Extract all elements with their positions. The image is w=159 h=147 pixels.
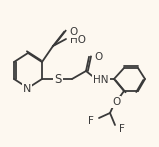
Text: O: O: [112, 97, 120, 107]
Text: HN: HN: [93, 75, 109, 85]
Text: O: O: [69, 27, 77, 37]
Text: N: N: [23, 84, 31, 94]
Text: S: S: [54, 72, 62, 86]
Text: HO: HO: [70, 35, 86, 45]
Text: F: F: [119, 124, 125, 134]
Text: O: O: [94, 52, 102, 62]
Text: F: F: [88, 116, 94, 126]
